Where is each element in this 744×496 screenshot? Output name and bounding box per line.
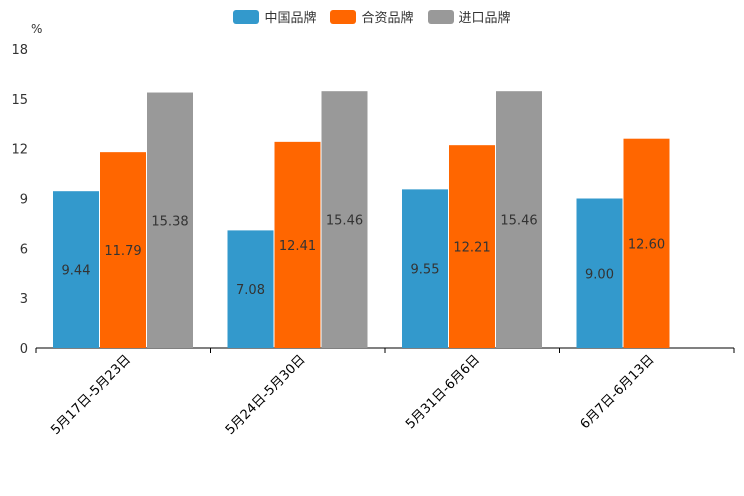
bar-s0-c1 [227,230,274,348]
legend: 中国品牌 合资品牌 进口品牌 [0,7,744,26]
data-label-s0-c2: 9.55 [411,263,440,278]
data-label-s0-c1: 7.08 [236,283,265,298]
bar-s0-c2 [402,189,448,348]
x-tick-label-1: 5月24日-5月30日 [223,352,309,438]
x-tick-label-0: 5月17日-5月23日 [48,352,134,438]
bar-s1-c0 [100,152,146,348]
y-tick-label-3: 9 [20,193,28,208]
legend-item-import[interactable]: 进口品牌 [427,7,511,26]
bar-s2-c1 [321,91,368,348]
legend-label-import: 进口品牌 [458,11,511,26]
data-label-s0-c0: 9.44 [62,264,91,279]
legend-swatch-china [233,9,260,24]
data-label-s2-c2: 15.46 [500,214,537,229]
data-label-s1-c2: 12.21 [453,241,490,256]
bar-s2-c2 [496,91,542,348]
x-tick-label-2: 5月31日-6月6日 [403,352,483,432]
legend-item-china[interactable]: 中国品牌 [233,7,316,26]
data-label-s1-c0: 11.79 [104,244,141,259]
y-tick-label-0: 0 [20,342,28,357]
data-label-s1-c1: 12.41 [279,239,316,254]
y-tick-label-2: 6 [20,242,28,257]
legend-label-joint: 合资品牌 [361,11,414,26]
y-tick-label-6: 18 [11,43,28,58]
data-label-s1-c3: 12.60 [628,237,665,252]
y-tick-label-5: 15 [11,93,28,108]
x-tick-label-3: 6月7日-6月13日 [578,352,658,432]
bar-s1-c2 [449,145,495,348]
data-label-s2-c1: 15.46 [326,214,363,229]
bar-s2-c0 [147,92,193,348]
bar-s1-c3 [623,138,670,348]
bar-s0-c3 [576,198,623,348]
legend-item-joint[interactable]: 合资品牌 [330,7,414,26]
bar-s1-c1 [274,141,321,348]
y-tick-label-4: 12 [11,143,28,158]
data-label-s2-c0: 15.38 [151,214,188,229]
legend-label-china: 中国品牌 [264,11,317,26]
bar-s0-c0 [53,191,99,348]
legend-swatch-joint [330,9,357,24]
data-label-s0-c3: 9.00 [585,267,614,282]
y-tick-label-1: 3 [20,292,28,307]
y-axis-unit: % [31,22,43,36]
legend-swatch-import [427,9,454,24]
